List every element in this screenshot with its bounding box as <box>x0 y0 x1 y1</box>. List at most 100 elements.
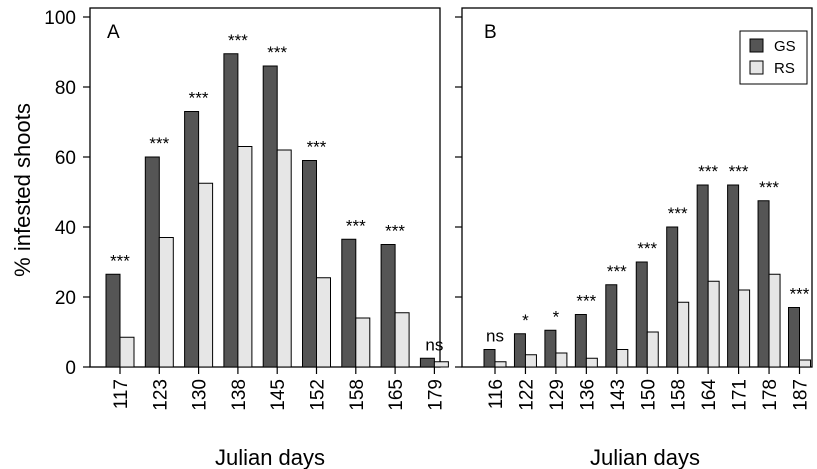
y-tick-label: 0 <box>65 358 76 379</box>
bar-rs-150 <box>646 331 659 368</box>
y-tick-label: 80 <box>55 78 76 99</box>
panel-b: B Julian days 116 122 129 136 143 150 158 164 17… <box>455 7 813 469</box>
panel-a-bars <box>105 53 449 368</box>
bar-rs-138 <box>237 146 253 368</box>
x-tick-label: 171 <box>730 379 751 411</box>
bar-rs-158 <box>677 301 690 368</box>
bar-gs-117 <box>105 273 121 368</box>
significance-label: *** <box>149 134 169 153</box>
bar-rs-123 <box>158 237 174 368</box>
x-tick-label: 158 <box>347 379 368 411</box>
bar-rs-178 <box>768 273 781 368</box>
x-tick-label: 150 <box>638 379 659 411</box>
x-tick-label: 145 <box>268 379 289 411</box>
panel-a: A Julian days 0 20 40 60 80 100 117 123 130 138 1… <box>44 7 449 469</box>
x-tick-label: 164 <box>699 379 720 411</box>
bar-gs-136 <box>574 314 587 368</box>
bar-gs-178 <box>757 200 770 368</box>
bar-rs-136 <box>585 357 598 368</box>
bar-gs-152 <box>302 160 317 368</box>
x-tick-label: 117 <box>111 379 132 409</box>
bar-rs-130 <box>198 182 214 368</box>
legend-label-gs: GS <box>774 38 796 55</box>
x-tick-label: 179 <box>425 379 446 411</box>
panel-a-y-ticks: 0 20 40 60 80 100 <box>44 8 90 379</box>
bar-rs-129 <box>555 352 568 368</box>
panel-a-significance: *** *** *** *** *** *** *** *** ns <box>110 31 443 355</box>
significance-label: *** <box>576 292 596 311</box>
bar-rs-187 <box>799 359 811 368</box>
y-tick-label: 40 <box>55 218 76 239</box>
x-tick-label: 178 <box>760 379 781 411</box>
significance-label: *** <box>637 239 657 258</box>
panel-a-label: A <box>107 22 120 43</box>
x-tick-label: 136 <box>577 379 598 411</box>
x-tick-label: 152 <box>308 379 329 411</box>
legend: GS RS <box>739 30 808 85</box>
significance-label: *** <box>729 162 749 181</box>
significance-label: *** <box>698 162 718 181</box>
significance-label: *** <box>668 204 688 223</box>
legend-swatch-gs <box>749 38 764 53</box>
x-tick-label: 116 <box>486 379 507 409</box>
bar-gs-138 <box>223 53 239 368</box>
significance-label: *** <box>189 89 209 108</box>
bar-gs-179 <box>419 357 435 368</box>
significance-label: *** <box>790 285 810 304</box>
y-tick-label: 20 <box>55 288 76 309</box>
bar-gs-129 <box>544 329 557 368</box>
bar-gs-187 <box>788 307 800 368</box>
x-tick-label: 122 <box>516 379 537 411</box>
significance-label: *** <box>346 216 366 235</box>
y-axis-title: % infested shoots <box>10 103 35 277</box>
significance-label: * <box>522 311 529 330</box>
legend-swatch-rs <box>749 60 764 75</box>
panel-b-bars <box>483 184 811 368</box>
y-tick-label: 100 <box>44 8 76 29</box>
bar-gs-158 <box>666 226 679 368</box>
panel-b-y-ticks <box>455 16 462 368</box>
bar-gs-123 <box>144 156 160 368</box>
significance-label: *** <box>607 262 627 281</box>
panel-b-significance: ns* **************** ********* <box>486 162 810 346</box>
bar-rs-165 <box>394 312 410 368</box>
panel-a-x-axis-title: Julian days <box>215 445 325 469</box>
bar-rs-145 <box>276 149 292 368</box>
significance-label: *** <box>307 138 327 157</box>
x-tick-label: 187 <box>791 379 812 411</box>
bar-rs-171 <box>738 289 751 368</box>
panel-b-label: B <box>484 22 497 43</box>
x-tick-label: 143 <box>608 379 629 411</box>
x-tick-label: 130 <box>190 379 211 411</box>
bar-rs-143 <box>616 349 629 368</box>
significance-label: *** <box>228 31 248 50</box>
legend-label-rs: RS <box>774 60 795 77</box>
x-tick-label: 138 <box>229 379 250 411</box>
x-tick-label: 123 <box>150 379 171 411</box>
bar-gs-165 <box>380 244 396 368</box>
bar-gs-150 <box>635 261 648 368</box>
bar-gs-158 <box>341 238 357 368</box>
significance-label: ns <box>486 327 504 346</box>
panel-b-x-axis-title: Julian days <box>590 445 700 469</box>
bar-rs-164 <box>707 280 720 368</box>
bar-gs-116 <box>483 349 496 368</box>
bar-rs-152 <box>316 277 331 368</box>
bar-gs-143 <box>605 284 618 368</box>
significance-label: *** <box>759 178 779 197</box>
y-tick-label: 60 <box>55 148 76 169</box>
x-tick-label: 165 <box>386 379 407 411</box>
significance-label: ns <box>425 335 443 354</box>
significance-label: *** <box>267 43 287 62</box>
bar-rs-122 <box>524 354 537 368</box>
bar-rs-116 <box>494 361 507 368</box>
bar-rs-158 <box>355 317 371 368</box>
significance-label: *** <box>110 251 130 270</box>
bar-gs-122 <box>513 333 526 368</box>
bar-rs-179 <box>433 361 449 368</box>
bar-gs-145 <box>262 65 278 368</box>
x-tick-label: 158 <box>669 379 690 411</box>
bar-gs-164 <box>696 184 709 368</box>
bar-gs-171 <box>727 184 740 368</box>
